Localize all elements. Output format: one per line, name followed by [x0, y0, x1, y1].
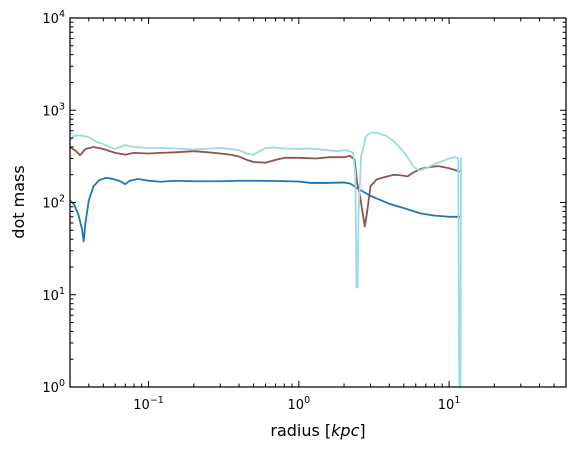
series-line-1 — [70, 176, 461, 243]
x-tick-label: 10−1 — [133, 395, 164, 413]
series-line-3 — [70, 131, 462, 387]
x-tick-label: 100 — [288, 395, 311, 413]
tick-layer — [69, 17, 567, 388]
y-axis-label: dot mass — [9, 165, 28, 238]
tick-label-layer: 10−1 100 101 100 101 102 103 104 — [42, 9, 460, 413]
y-tick-label: 103 — [42, 101, 65, 119]
x-axis-label: radius [kpc] — [270, 421, 365, 440]
series-layer — [70, 131, 462, 387]
y-tick-label: 100 — [42, 378, 65, 396]
series-line-2 — [70, 146, 462, 228]
y-tick-label: 104 — [42, 9, 65, 27]
y-tick-label: 101 — [42, 286, 65, 304]
y-tick-label: 102 — [42, 194, 65, 212]
x-tick-label: 101 — [438, 395, 461, 413]
